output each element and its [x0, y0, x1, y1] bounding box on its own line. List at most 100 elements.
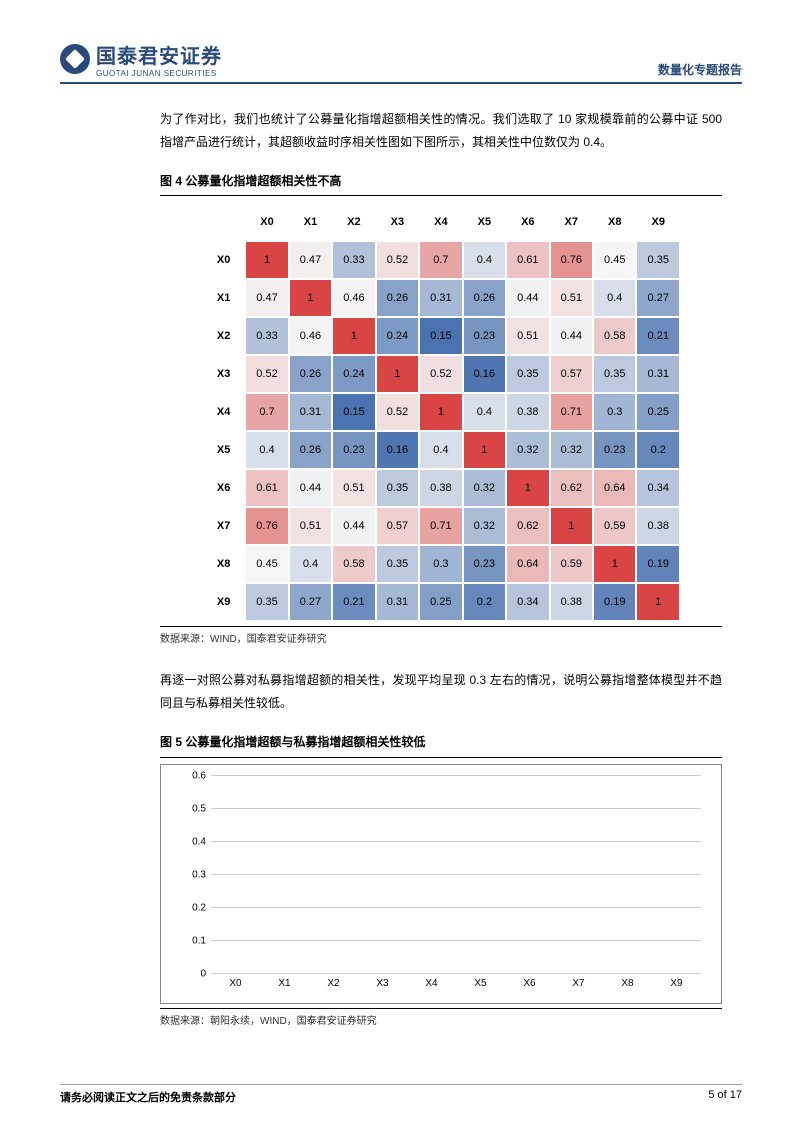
heatmap-cell: 0.19	[593, 583, 636, 621]
chart-bars	[211, 775, 701, 973]
heatmap-row-header: X0	[202, 241, 245, 279]
heatmap-cell: 0.44	[506, 279, 549, 317]
heatmap-cell: 0.27	[289, 583, 332, 621]
chart-xlabel: X6	[523, 974, 535, 993]
heatmap-cell: 0.51	[332, 469, 375, 507]
heatmap-cell: 0.21	[332, 583, 375, 621]
heatmap-row-header: X8	[202, 545, 245, 583]
heatmap-cell: 0.23	[463, 545, 506, 583]
heatmap-cell: 0.26	[289, 431, 332, 469]
heatmap-cell: 0.31	[289, 393, 332, 431]
heatmap-cell: 1	[463, 431, 506, 469]
heatmap-cell: 0.31	[419, 279, 462, 317]
heatmap-cell: 0.7	[245, 393, 288, 431]
chart-xlabel: X7	[572, 974, 584, 993]
heatmap-cell: 0.24	[376, 317, 419, 355]
heatmap-col-header: X8	[593, 203, 636, 241]
heatmap-col-header: X2	[332, 203, 375, 241]
paragraph-2: 再逐一对照公募对私募指增超额的相关性，发现平均呈现 0.3 左右的情况，说明公募…	[160, 669, 722, 715]
footer-page-number: 5 of 17	[708, 1089, 742, 1105]
heatmap-cell: 0.32	[463, 507, 506, 545]
chart-xlabel: X4	[425, 974, 437, 993]
heatmap-cell: 1	[506, 469, 549, 507]
heatmap-cell: 0.23	[593, 431, 636, 469]
heatmap-cell: 0.44	[289, 469, 332, 507]
heatmap-cell: 0.51	[289, 507, 332, 545]
heatmap-cell: 0.4	[463, 241, 506, 279]
heatmap-cell: 0.52	[376, 393, 419, 431]
heatmap-cell: 0.59	[593, 507, 636, 545]
heatmap-cell: 0.4	[245, 431, 288, 469]
heatmap-row-header: X5	[202, 431, 245, 469]
heatmap-col-header: X6	[506, 203, 549, 241]
heatmap-cell: 0.26	[289, 355, 332, 393]
heatmap-cell: 0.64	[593, 469, 636, 507]
heatmap-cell: 0.64	[506, 545, 549, 583]
heatmap-col-header: X1	[289, 203, 332, 241]
heatmap-cell: 0.51	[506, 317, 549, 355]
footer-disclaimer: 请务必阅读正文之后的免责条款部分	[60, 1089, 236, 1105]
heatmap-cell: 0.57	[376, 507, 419, 545]
chart-ylabel: 0.3	[171, 865, 206, 884]
heatmap-cell: 0.71	[550, 393, 593, 431]
chart-xlabel: X8	[621, 974, 633, 993]
heatmap-cell: 0.47	[245, 279, 288, 317]
heatmap-cell: 0.44	[332, 507, 375, 545]
heatmap-cell: 0.61	[245, 469, 288, 507]
company-logo: 国泰君安证券 GUOTAI JUNAN SECURITIES	[60, 40, 222, 78]
heatmap-cell: 0.35	[376, 469, 419, 507]
heatmap-cell: 0.2	[636, 431, 680, 469]
heatmap-corner	[202, 203, 245, 241]
chart-xlabels: X0X1X2X3X4X5X6X7X8X9	[211, 974, 701, 993]
heatmap-cell: 0.33	[245, 317, 288, 355]
figure4-heatmap: X0X1X2X3X4X5X6X7X8X9X010.470.330.520.70.…	[201, 202, 681, 622]
heatmap-cell: 1	[245, 241, 288, 279]
heatmap-cell: 0.23	[463, 317, 506, 355]
figure4-title: 图 4 公募量化指增超额相关性不高	[160, 170, 722, 197]
heatmap-row-header: X3	[202, 355, 245, 393]
heatmap-cell: 0.4	[289, 545, 332, 583]
heatmap-cell: 0.31	[636, 355, 680, 393]
heatmap-cell: 0.4	[419, 431, 462, 469]
heatmap-cell: 0.2	[463, 583, 506, 621]
heatmap-cell: 0.7	[419, 241, 462, 279]
heatmap-cell: 0.25	[419, 583, 462, 621]
heatmap-col-header: X4	[419, 203, 462, 241]
heatmap-cell: 0.34	[636, 469, 680, 507]
chart-xlabel: X1	[278, 974, 290, 993]
chart-ylabel: 0.1	[171, 931, 206, 950]
chart-ylabel: 0.6	[171, 766, 206, 785]
heatmap-cell: 0.31	[376, 583, 419, 621]
logo-icon	[60, 44, 90, 74]
heatmap-cell: 0.52	[419, 355, 462, 393]
heatmap-cell: 0.47	[289, 241, 332, 279]
heatmap-cell: 0.52	[245, 355, 288, 393]
heatmap-cell: 0.27	[636, 279, 680, 317]
heatmap-cell: 0.35	[245, 583, 288, 621]
chart-ylabel: 0.2	[171, 898, 206, 917]
paragraph-1: 为了作对比，我们也统计了公募量化指增超额相关性的情况。我们选取了 10 家规模靠…	[160, 108, 722, 154]
heatmap-cell: 0.38	[419, 469, 462, 507]
heatmap-col-header: X7	[550, 203, 593, 241]
heatmap-cell: 0.15	[332, 393, 375, 431]
page-header: 国泰君安证券 GUOTAI JUNAN SECURITIES 数量化专题报告	[60, 40, 742, 84]
heatmap-cell: 0.4	[463, 393, 506, 431]
heatmap-cell: 0.25	[636, 393, 680, 431]
heatmap-cell: 0.58	[593, 317, 636, 355]
heatmap-cell: 0.19	[636, 545, 680, 583]
chart-ylabel: 0.5	[171, 799, 206, 818]
heatmap-cell: 0.16	[463, 355, 506, 393]
heatmap-cell: 0.16	[376, 431, 419, 469]
heatmap-cell: 0.76	[245, 507, 288, 545]
heatmap-row-header: X4	[202, 393, 245, 431]
heatmap-cell: 0.21	[636, 317, 680, 355]
heatmap-col-header: X3	[376, 203, 419, 241]
heatmap-row-header: X9	[202, 583, 245, 621]
heatmap-cell: 0.57	[550, 355, 593, 393]
heatmap-cell: 0.45	[245, 545, 288, 583]
heatmap-cell: 0.38	[506, 393, 549, 431]
chart-ylabel: 0.4	[171, 832, 206, 851]
heatmap-cell: 0.52	[376, 241, 419, 279]
chart-xlabel: X2	[327, 974, 339, 993]
chart-xlabel: X5	[474, 974, 486, 993]
